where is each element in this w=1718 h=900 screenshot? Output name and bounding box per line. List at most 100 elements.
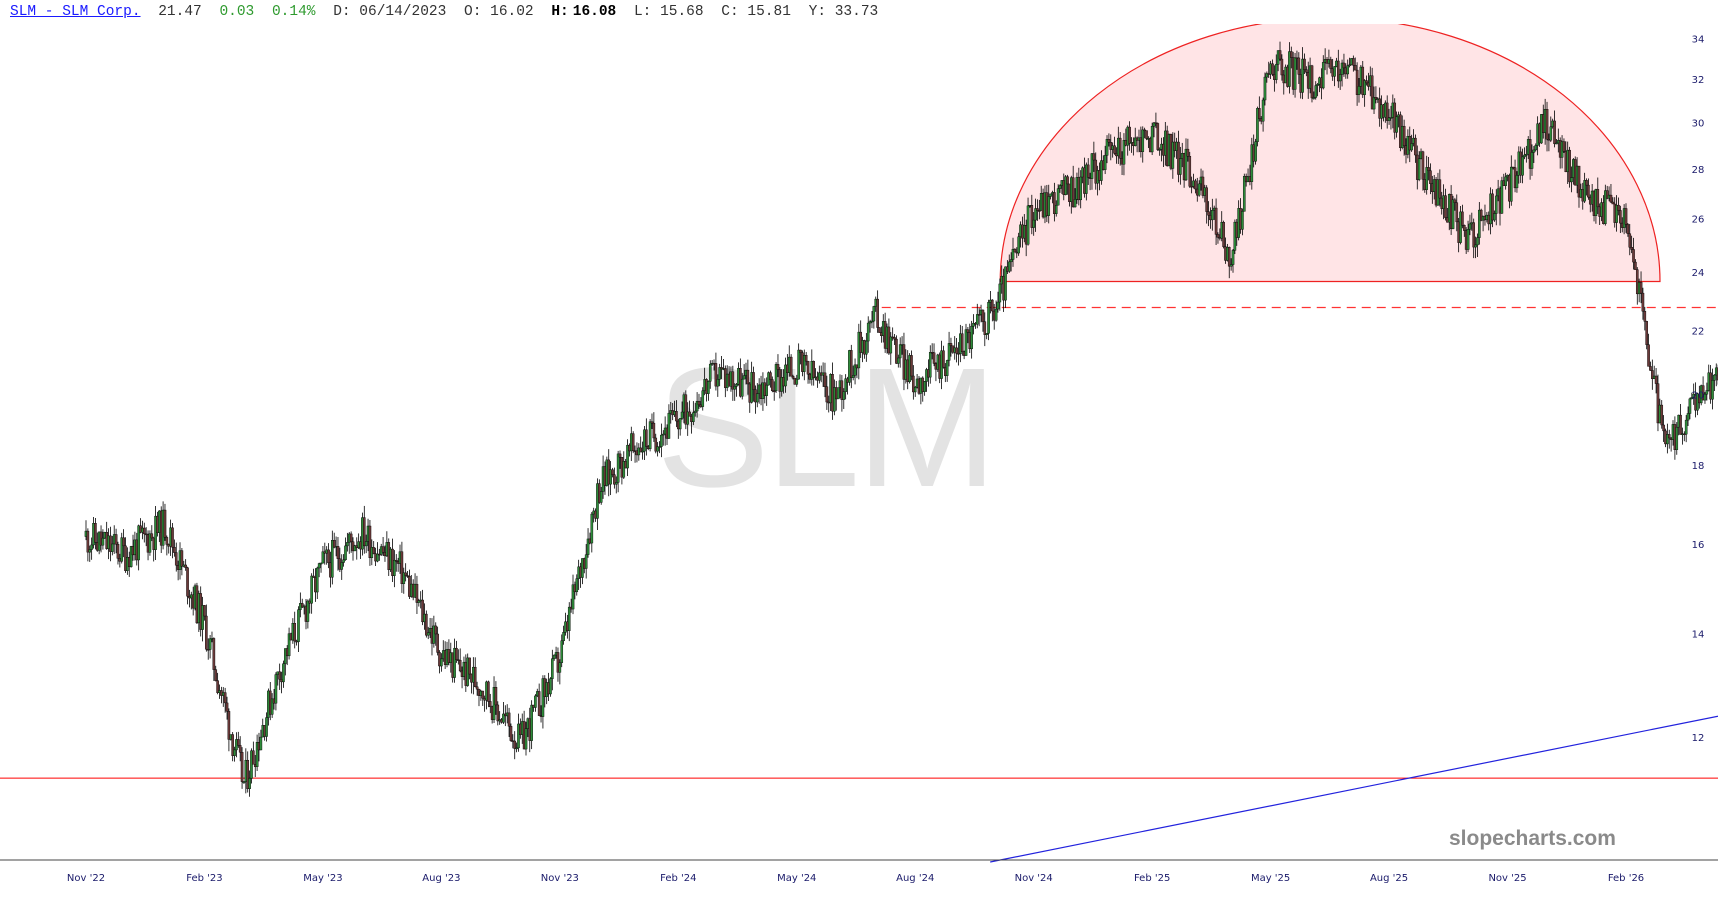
candle-body [707,381,710,394]
candle-body [1340,62,1344,75]
candle-body [265,717,268,737]
candle-body [1143,129,1146,132]
candle-body [833,387,836,412]
candle-body [586,538,590,555]
candle-body [171,527,174,548]
candle-body [1451,199,1455,229]
candle-body [242,781,246,783]
y-tick-label: 12 [1692,733,1705,744]
candle-body [186,567,189,597]
candle-body [1585,180,1588,186]
candle-body [895,338,898,364]
candle-body [173,547,176,553]
price-change: 0.03 [219,4,255,20]
candle-body [425,613,428,636]
candle-body [517,723,520,749]
candle-body [1553,120,1556,144]
candle-body [693,410,697,413]
candle-body [613,474,616,485]
candle-body [872,306,876,322]
candle-body [1466,229,1470,250]
y-tick-label: 22 [1692,326,1705,337]
candle-body [321,551,325,564]
candle-body [1355,69,1359,95]
candle-body [1504,176,1507,186]
candle-body [524,728,528,750]
candle-body [893,337,896,340]
candle-body [1316,84,1319,86]
bar-date: D: 06/14/2023 [333,4,447,20]
candle-body [562,632,565,642]
candle-body [1261,99,1265,122]
last-price: 21.47 [158,4,202,20]
candle-body [1568,149,1571,183]
candle-body [1211,210,1214,221]
candle-body [684,394,688,425]
candle-body [697,400,701,406]
candle-body [678,418,682,430]
candle-body [932,352,936,364]
candle-body [851,375,855,378]
candle-body [421,599,424,623]
candle-body [1222,221,1225,247]
candle-body [1577,165,1581,198]
candle-body [804,355,808,362]
candle-body [774,364,778,392]
candle-body [1053,192,1056,214]
candle-body [364,541,368,547]
candle-body [282,663,285,683]
candle-body [1374,97,1378,100]
candle-body [144,533,148,536]
candle-body [1265,73,1269,78]
candle-body [362,517,366,547]
candle-body [1711,380,1714,400]
candle-body [771,379,774,392]
candle-body [1647,344,1650,367]
symbol-link[interactable]: SLM - SLM Corp. [10,4,141,20]
candle-body [1402,125,1406,147]
candle-body [137,525,140,561]
candle-body [1293,57,1297,90]
candle-body [1530,152,1534,169]
candle-body [306,600,310,622]
candle-body [114,534,118,545]
candle-body [631,433,635,451]
candle-body [319,562,323,565]
candle-body [1186,148,1190,157]
candle-body [1660,404,1664,426]
candle-body [1641,292,1645,312]
x-tick-label: May '24 [777,873,816,884]
candle-body [1207,211,1210,216]
candle-body [434,625,438,635]
x-tick-label: Aug '25 [1370,873,1408,884]
candle-body [1107,139,1111,143]
candle-body [1216,234,1220,238]
rising-trendline [990,715,1718,863]
candle-body [259,736,263,751]
candle-body [1314,85,1318,98]
candle-body [376,553,379,562]
y-tick-label: 16 [1692,540,1705,551]
candle-body [1214,207,1218,235]
candle-body [853,364,857,376]
candle-body [772,390,776,393]
candle-body [1158,149,1161,151]
x-tick-label: Feb '25 [1134,873,1170,884]
candle-body [660,434,663,447]
y-tick-label: 26 [1692,214,1705,225]
candle-body [1113,145,1116,154]
candle-body [716,379,720,387]
candle-body [1649,366,1652,371]
candle-body [590,513,594,544]
candle-body [415,583,419,603]
candle-body [1675,426,1679,450]
candle-body [1363,80,1366,95]
candle-body [972,322,975,327]
candle-body [1427,167,1430,171]
x-tick-label: Feb '26 [1608,873,1644,884]
candle-body [686,411,690,425]
candle-body [1229,264,1233,267]
candle-body [692,412,695,422]
candle-body [652,422,656,439]
